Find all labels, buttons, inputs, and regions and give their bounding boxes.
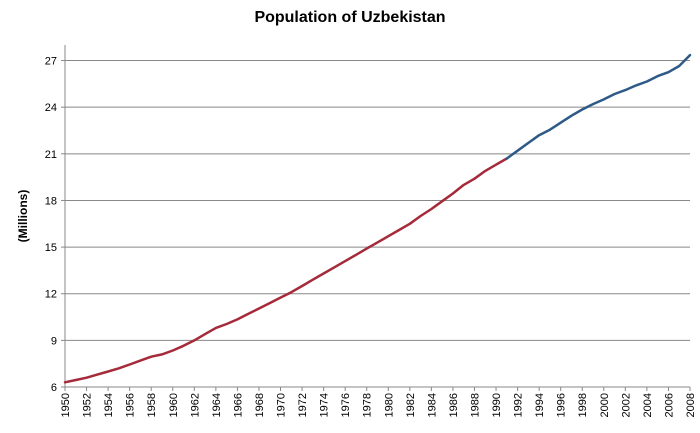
xtick-label-1964: 1964 — [211, 393, 223, 417]
xtick-label-1950: 1950 — [60, 393, 72, 417]
ytick-label-24: 24 — [45, 102, 57, 114]
xtick-label-1982: 1982 — [405, 393, 417, 417]
xtick-label-1958: 1958 — [146, 393, 158, 417]
ytick-label-18: 18 — [45, 195, 57, 207]
xtick-label-1996: 1996 — [556, 393, 568, 417]
xtick-label-1960: 1960 — [168, 393, 180, 417]
xtick-label-1962: 1962 — [189, 393, 201, 417]
xtick-label-1998: 1998 — [577, 393, 589, 417]
xtick-label-1968: 1968 — [254, 393, 266, 417]
xtick-label-1980: 1980 — [383, 393, 395, 417]
xtick-label-2004: 2004 — [642, 393, 654, 417]
xtick-label-2008: 2008 — [685, 393, 697, 417]
ytick-label-6: 6 — [51, 382, 57, 394]
series-line-2 — [505, 53, 692, 160]
ytick-label-9: 9 — [51, 335, 57, 347]
xtick-label-1988: 1988 — [469, 393, 481, 417]
xtick-label-1970: 1970 — [276, 393, 288, 417]
xtick-label-1972: 1972 — [297, 393, 309, 417]
xtick-label-2000: 2000 — [599, 393, 611, 417]
y-axis-label: (Millions) — [16, 190, 30, 243]
plot-area — [65, 45, 690, 387]
xtick-label-1990: 1990 — [491, 393, 503, 417]
ytick-label-12: 12 — [45, 289, 57, 301]
xtick-label-1956: 1956 — [125, 393, 137, 417]
xtick-label-1976: 1976 — [340, 393, 352, 417]
xtick-label-1986: 1986 — [448, 393, 460, 417]
xtick-label-1966: 1966 — [232, 393, 244, 417]
xtick-label-1974: 1974 — [319, 393, 331, 417]
xtick-label-1952: 1952 — [82, 393, 94, 417]
chart-title: Population of Uzbekistan — [254, 9, 446, 26]
ytick-label-15: 15 — [45, 242, 57, 254]
xtick-label-1984: 1984 — [426, 393, 438, 417]
xtick-label-2002: 2002 — [620, 393, 632, 417]
xtick-label-2006: 2006 — [663, 393, 675, 417]
ytick-label-27: 27 — [45, 56, 57, 68]
ytick-label-21: 21 — [45, 149, 57, 161]
xtick-label-1992: 1992 — [513, 393, 525, 417]
xtick-label-1954: 1954 — [103, 393, 115, 417]
xtick-label-1994: 1994 — [534, 393, 546, 417]
series-line-1 — [63, 157, 509, 384]
xtick-label-1978: 1978 — [362, 393, 374, 417]
